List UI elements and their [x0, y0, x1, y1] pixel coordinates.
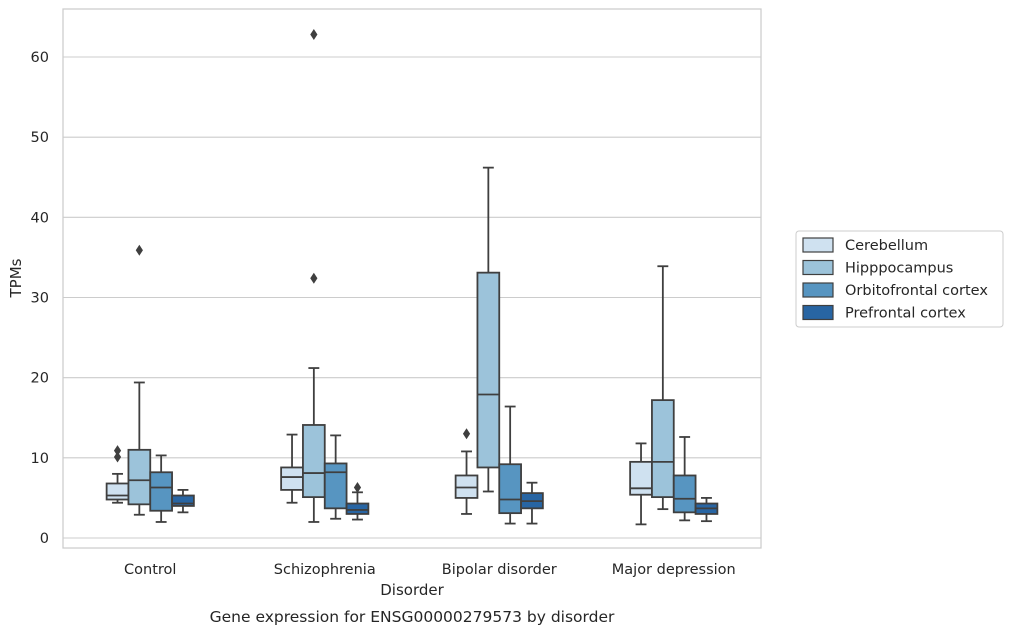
y-tick-label: 30 — [31, 291, 49, 307]
legend-items: Cerebellum Hipppocampus Orbitofrontal cort… — [802, 237, 988, 322]
legend-item: Orbitofrontal cortex — [802, 282, 988, 299]
legend-frame — [795, 230, 1004, 328]
legend: Cerebellum Hipppocampus Orbitofrontal cort… — [795, 230, 1004, 328]
box — [149, 471, 173, 512]
y-tick-label: 0 — [40, 531, 49, 547]
box-group — [672, 436, 697, 522]
box-group — [498, 405, 522, 525]
box — [171, 494, 195, 507]
x-tick-label: Bipolar disorder — [442, 562, 557, 578]
box — [127, 448, 152, 506]
legend-label: Prefrontal cortex — [845, 306, 966, 322]
box-group — [171, 488, 195, 514]
box-group — [629, 442, 653, 526]
outlier-point — [353, 481, 362, 493]
y-axis-label: TPMs — [7, 258, 25, 298]
y-tick-label: 10 — [31, 451, 49, 467]
outlier-point — [113, 445, 122, 457]
legend-label: Orbitofrontal cortex — [845, 283, 988, 299]
box — [498, 463, 522, 515]
box — [672, 474, 697, 514]
legend-item: Prefrontal cortex — [802, 304, 966, 322]
box-group — [302, 29, 326, 523]
box-group — [651, 265, 675, 511]
box — [323, 462, 348, 510]
box-group — [694, 497, 719, 523]
legend-swatch — [802, 237, 834, 253]
box — [105, 482, 130, 501]
legend-item: Hipppocampus — [802, 259, 953, 277]
legend-label: Hipppocampus — [845, 261, 953, 277]
x-tick-label: Schizophrenia — [274, 562, 376, 578]
y-tick-label: 40 — [31, 210, 49, 226]
legend-swatch — [802, 259, 834, 276]
box-group — [520, 481, 544, 525]
x-axis-label: Disorder — [380, 581, 444, 599]
box-group — [454, 428, 479, 515]
x-tick-labels: Control Schizophrenia Bipolar disorder Majo… — [124, 562, 736, 578]
box — [651, 399, 675, 499]
box — [302, 424, 326, 499]
chart-title: Gene expression for ENSG00000279573 by d… — [210, 608, 615, 626]
box-group — [105, 445, 130, 504]
box — [476, 271, 501, 469]
x-tick-label: Major depression — [612, 562, 736, 578]
legend-swatch — [802, 282, 834, 298]
legend-swatch — [802, 304, 834, 321]
box-group — [476, 166, 501, 493]
y-tick-label: 50 — [31, 130, 49, 146]
box — [345, 502, 370, 515]
box-group — [280, 433, 304, 504]
box-group — [127, 244, 152, 516]
box-group — [345, 481, 370, 521]
box — [280, 466, 304, 491]
box-group — [323, 434, 348, 520]
y-tick-labels: 0 10 20 30 40 50 60 — [31, 50, 49, 547]
outlier-point — [310, 272, 318, 284]
outlier-point — [113, 451, 122, 463]
plot-frame — [62, 8, 762, 549]
box-series — [105, 29, 719, 526]
legend-item: Cerebellum — [802, 237, 928, 254]
outlier-point — [135, 244, 143, 256]
box-group — [149, 454, 173, 523]
y-tick-label: 60 — [31, 50, 49, 66]
box — [629, 460, 653, 496]
outlier-point — [310, 29, 318, 41]
gridlines — [63, 56, 761, 539]
outlier-point — [462, 428, 471, 440]
y-tick-label: 20 — [31, 371, 49, 387]
legend-label: Cerebellum — [845, 238, 928, 254]
x-tick-label: Control — [124, 562, 176, 578]
